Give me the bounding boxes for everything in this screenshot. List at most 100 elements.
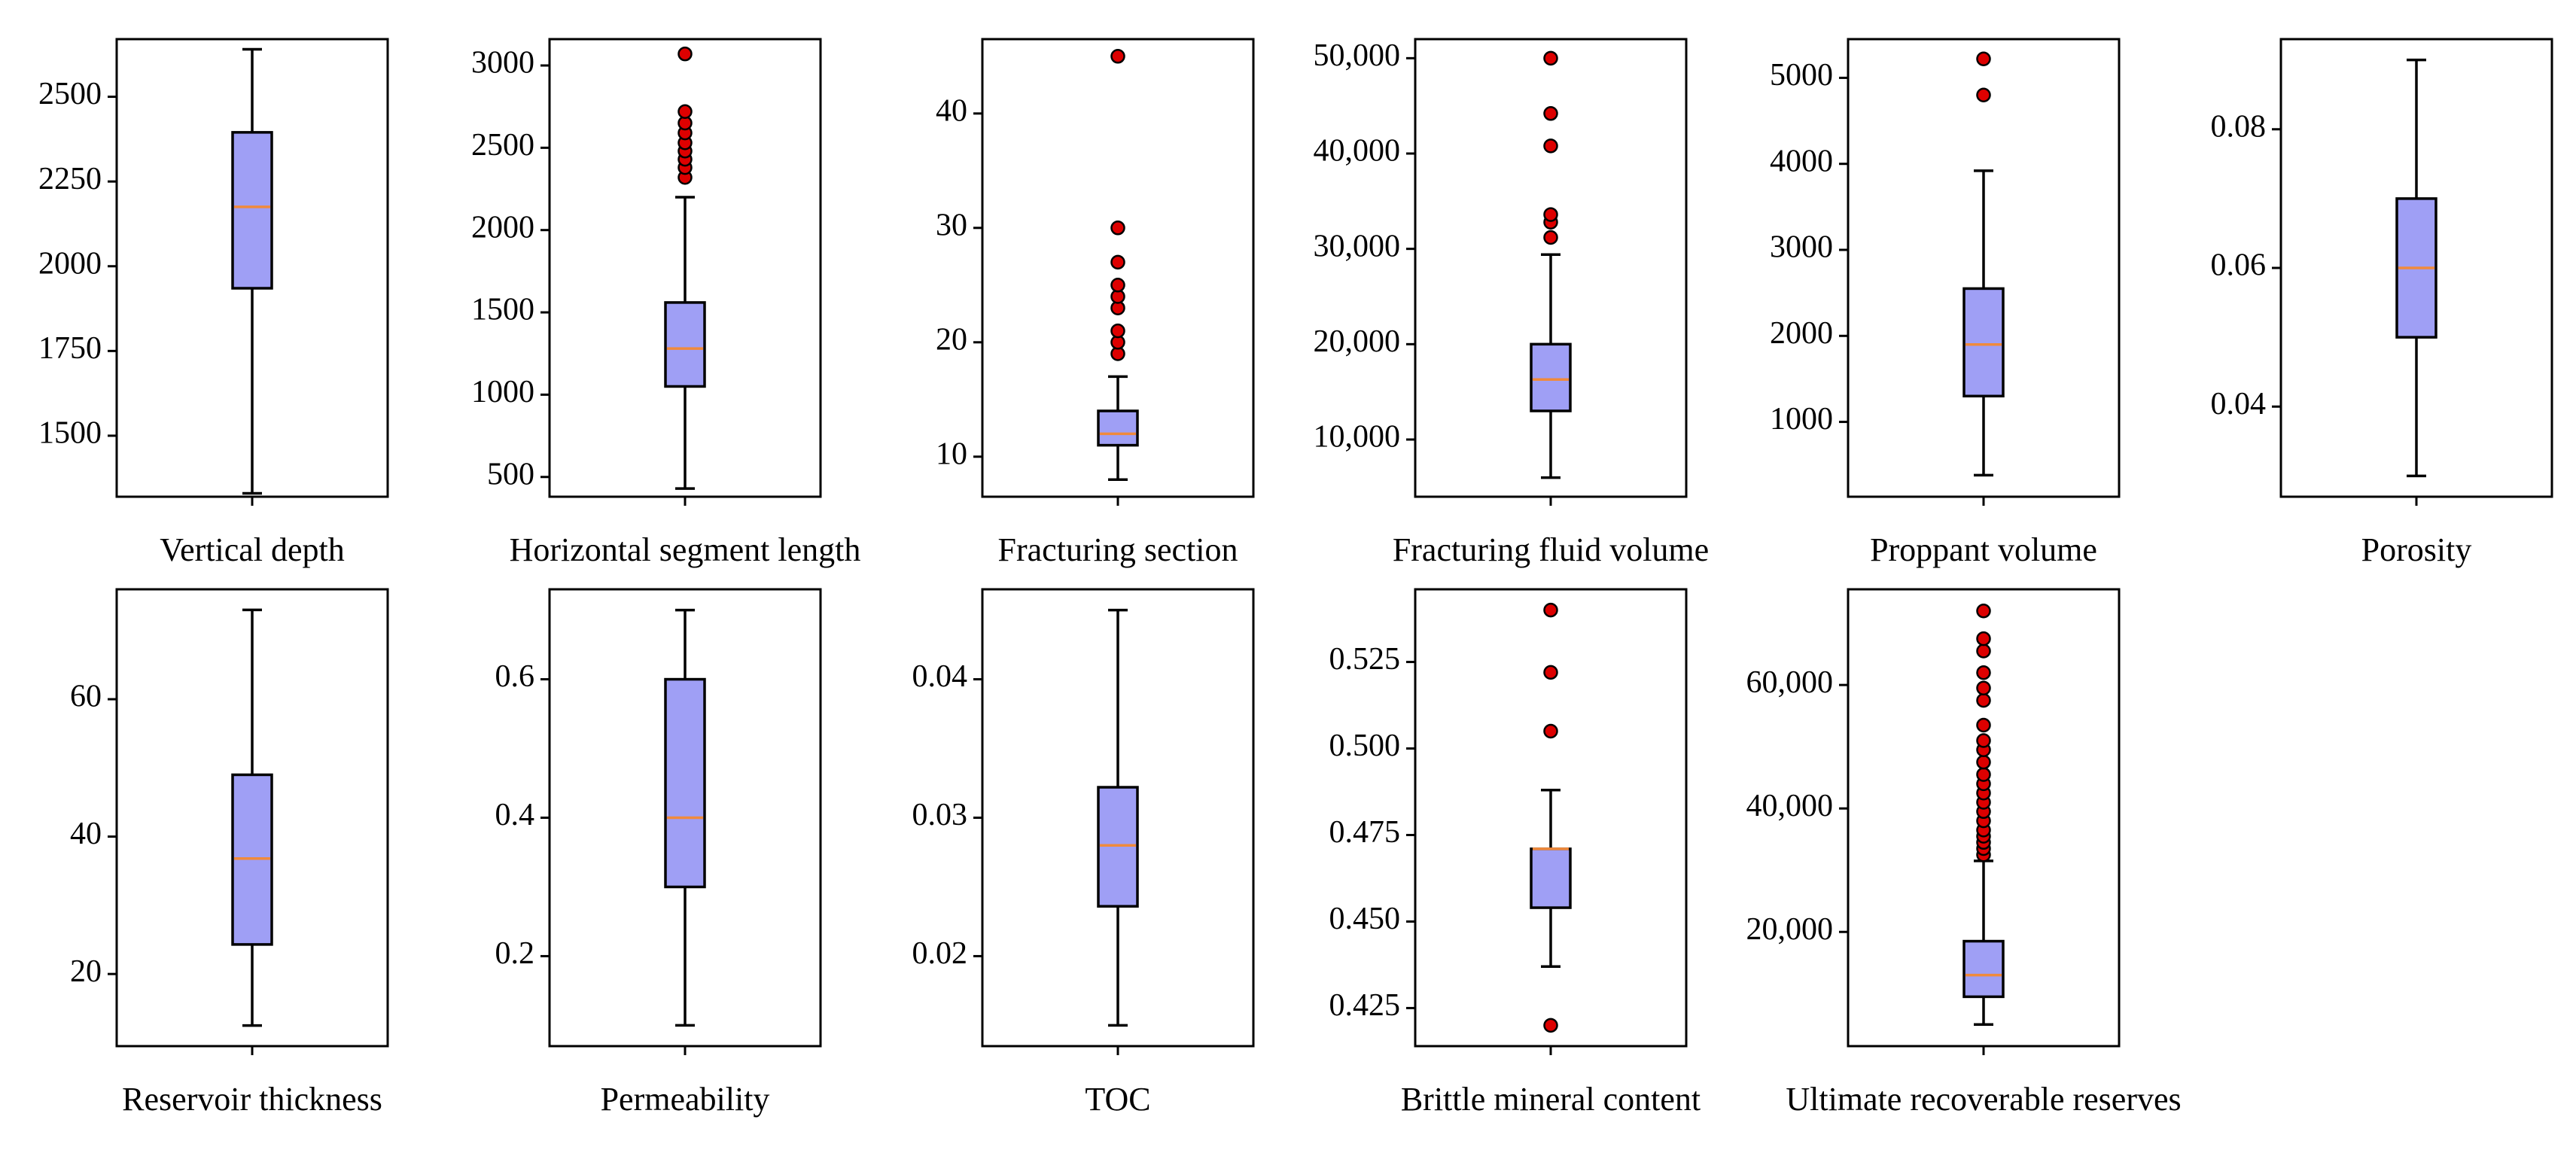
y-tick-label: 0.475 <box>1329 815 1401 850</box>
y-tick-label: 0.500 <box>1329 729 1401 763</box>
y-tick-label: 2000 <box>471 210 534 245</box>
y-tick-label: 60 <box>70 680 102 714</box>
y-tick-label: 0.525 <box>1329 642 1401 677</box>
outlier-point <box>1110 278 1125 293</box>
y-tick-label: 4000 <box>1770 144 1833 178</box>
x-axis-label: Porosity <box>2361 531 2472 568</box>
outlier-point <box>1543 665 1558 680</box>
panel-1: 1500 1750 2000 2250 2500 Vertical depth <box>38 38 389 568</box>
y-tick-label: 1500 <box>38 416 102 451</box>
y-tick-label: 60,000 <box>1746 665 1834 700</box>
x-axis-label: Ultimate recoverable reserves <box>1786 1081 2181 1118</box>
y-tick-label: 500 <box>487 457 534 491</box>
panel-6: 0.04 0.06 0.08 Porosity <box>2211 38 2553 568</box>
x-axis-label: Horizontal segment length <box>510 531 861 568</box>
outlier-point <box>1110 49 1125 64</box>
outlier-point <box>1543 138 1558 154</box>
panel-9: 0.02 0.03 0.04 TOC <box>912 588 1255 1118</box>
y-tick-label: 0.6 <box>495 659 535 694</box>
y-tick-label: 2000 <box>38 246 102 281</box>
x-axis-label: Fracturing section <box>998 531 1238 568</box>
outlier-point <box>1976 767 1991 782</box>
y-tick-label: 3000 <box>1770 230 1833 265</box>
panel-11: 20,000 40,000 60,000 Ultimate recoverable r… <box>1746 588 2182 1118</box>
y-tick-label: 1500 <box>471 293 534 327</box>
y-tick-label: 2500 <box>38 77 102 111</box>
y-tick-label: 1000 <box>471 375 534 409</box>
y-tick-label: 2500 <box>471 128 534 163</box>
x-axis-label: TOC <box>1085 1081 1150 1118</box>
y-tick-label: 0.03 <box>912 798 968 832</box>
iqr-box <box>1962 939 2005 999</box>
panel-4: 10,000 20,000 30,000 40,000 50,000 Fracturing… <box>1314 38 1709 568</box>
x-axis-label: Brittle mineral content <box>1401 1081 1701 1118</box>
y-tick-label: 0.425 <box>1329 988 1401 1023</box>
iqr-box <box>1530 342 1572 412</box>
x-axis-label: Vertical depth <box>160 531 345 568</box>
outlier-point <box>1110 221 1125 236</box>
outlier-point <box>1110 323 1125 339</box>
iqr-box <box>1962 287 2005 398</box>
y-tick-label: 0.08 <box>2211 109 2267 144</box>
iqr-box <box>664 677 706 889</box>
iqr-box <box>231 131 273 290</box>
outlier-point <box>1110 254 1125 270</box>
outlier-point <box>1976 87 1991 103</box>
y-tick-label: 20 <box>70 954 102 989</box>
y-tick-label: 40,000 <box>1314 134 1401 169</box>
outlier-point <box>1543 207 1558 222</box>
y-tick-label: 3000 <box>471 46 534 81</box>
outlier-point <box>677 46 693 62</box>
panel-10: 0.425 0.450 0.475 0.500 0.525 Brittle mineral… <box>1329 588 1701 1118</box>
panel-3: 10 20 30 40 Fracturing section <box>936 38 1255 568</box>
y-tick-label: 40 <box>70 817 102 851</box>
outlier-point <box>1976 643 1991 659</box>
y-tick-label: 0.04 <box>912 659 968 694</box>
x-axis-label: Reservoir thickness <box>122 1081 382 1118</box>
outlier-point <box>1543 1018 1558 1033</box>
outlier-point <box>1976 631 1991 646</box>
outlier-point <box>677 104 693 119</box>
panel-2: 500 1000 1500 2000 2500 3000 Horizontal segmen… <box>471 38 861 568</box>
y-tick-label: 20,000 <box>1746 912 1834 947</box>
outlier-point <box>1976 733 1991 748</box>
y-tick-label: 1000 <box>1770 402 1833 437</box>
iqr-box <box>1097 786 1139 908</box>
outlier-point <box>1543 106 1558 121</box>
y-tick-label: 0.02 <box>912 936 968 971</box>
y-tick-label: 10,000 <box>1314 420 1401 455</box>
y-tick-label: 50,000 <box>1314 38 1401 73</box>
iqr-box <box>664 301 706 388</box>
y-tick-label: 30 <box>936 208 967 242</box>
y-tick-label: 0.04 <box>2211 387 2267 421</box>
y-tick-label: 40,000 <box>1746 789 1834 823</box>
outlier-point <box>1543 230 1558 245</box>
iqr-box <box>1530 847 1572 909</box>
y-tick-label: 0.2 <box>495 936 535 971</box>
outlier-point <box>1543 723 1558 739</box>
panel-8: 0.2 0.4 0.6 Permeability <box>495 588 822 1118</box>
x-axis-label: Proppant volume <box>1870 531 2097 568</box>
outlier-point <box>1976 754 1991 770</box>
y-tick-label: 30,000 <box>1314 229 1401 263</box>
outlier-point <box>1976 665 1991 680</box>
y-tick-label: 0.450 <box>1329 902 1401 936</box>
y-tick-label: 5000 <box>1770 58 1833 93</box>
y-tick-label: 20 <box>936 322 967 357</box>
x-axis-label: Fracturing fluid volume <box>1393 531 1709 568</box>
y-tick-label: 0.06 <box>2211 248 2267 283</box>
outlier-point <box>1976 51 1991 67</box>
x-axis-label: Permeability <box>601 1081 770 1118</box>
y-tick-label: 0.4 <box>495 798 535 832</box>
outlier-point <box>1976 603 1991 619</box>
panel-5: 1000 2000 3000 4000 5000 Proppant volume <box>1770 38 2121 568</box>
outlier-point <box>1976 717 1991 733</box>
y-tick-label: 2000 <box>1770 316 1833 351</box>
y-tick-label: 10 <box>936 437 967 471</box>
outlier-point <box>1976 680 1991 695</box>
y-tick-label: 1750 <box>38 331 102 366</box>
outlier-point <box>1543 50 1558 66</box>
